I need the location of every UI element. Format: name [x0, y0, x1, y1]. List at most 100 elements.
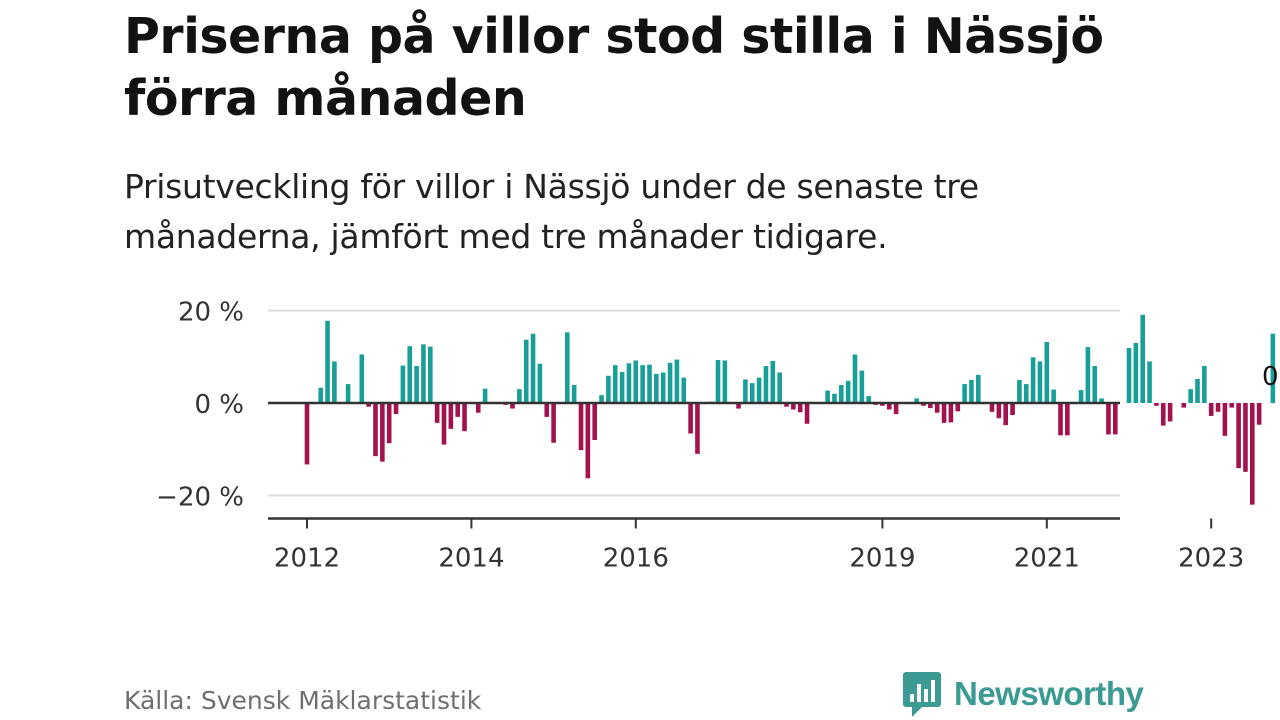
bar — [1154, 403, 1159, 406]
bar — [1010, 403, 1015, 416]
bar — [736, 403, 741, 409]
bar — [1208, 403, 1214, 416]
bar — [1195, 378, 1200, 403]
bar — [304, 403, 310, 465]
brand[interactable]: Newsworthy — [902, 670, 1144, 718]
bar — [1236, 403, 1241, 469]
bar — [455, 403, 460, 417]
bar — [537, 363, 543, 403]
bar — [660, 372, 666, 403]
bar — [962, 384, 967, 403]
bar — [955, 403, 961, 412]
bar-chart: 20 % 0 % −20 % 2012 2014 2016 2019 2021 2023 0 % — [156, 298, 1280, 574]
bar — [373, 403, 378, 457]
bar — [1256, 403, 1262, 425]
bar — [886, 403, 892, 410]
bar — [921, 403, 926, 406]
bar — [523, 339, 529, 403]
bar — [462, 403, 467, 432]
bar — [839, 384, 844, 403]
bar — [797, 403, 803, 413]
bar — [1188, 389, 1193, 403]
bar — [948, 403, 954, 423]
bar — [421, 344, 426, 403]
latest-value-label: 0 % — [1262, 362, 1280, 392]
bar — [592, 403, 597, 440]
bar — [893, 403, 899, 415]
bar — [1037, 361, 1043, 403]
bar — [941, 403, 947, 423]
x-tick-label: 2012 — [274, 544, 340, 574]
bar — [777, 372, 782, 403]
bar — [400, 365, 406, 403]
bar — [715, 360, 721, 403]
bar — [756, 377, 762, 403]
bar — [318, 387, 323, 403]
bar — [1270, 333, 1276, 403]
y-tick-label: −20 % — [156, 482, 244, 512]
bar — [414, 366, 419, 403]
bar — [612, 365, 618, 403]
chart-subtitle: Prisutveckling för villor i Nässjö under… — [124, 167, 979, 256]
bar — [749, 383, 755, 403]
bar — [619, 372, 625, 403]
bar — [1065, 403, 1070, 436]
bar — [626, 363, 632, 403]
bar — [770, 360, 776, 403]
bar — [722, 360, 728, 403]
bar — [743, 379, 748, 403]
bar — [791, 403, 796, 410]
bar — [640, 365, 645, 403]
bar — [688, 403, 693, 434]
source-note: Källa: Svensk Mäklarstatistik — [124, 686, 482, 715]
bar — [1044, 342, 1050, 403]
bar — [359, 354, 365, 403]
bar — [448, 403, 454, 429]
bar — [407, 346, 413, 403]
bar — [1140, 314, 1145, 403]
bar — [989, 403, 995, 412]
bar — [784, 403, 789, 407]
x-tick-label: 2014 — [438, 544, 504, 574]
bar — [380, 403, 385, 462]
bar — [1085, 347, 1091, 403]
bar — [976, 374, 981, 403]
bar — [825, 390, 830, 403]
bar — [393, 403, 399, 415]
bar — [969, 379, 974, 403]
bar — [366, 403, 371, 407]
bar — [1092, 366, 1098, 403]
bar — [530, 333, 536, 403]
bar — [674, 359, 680, 403]
bar — [914, 398, 919, 403]
bar — [1133, 342, 1139, 403]
bar — [633, 360, 639, 403]
bar — [578, 403, 584, 451]
bar — [647, 364, 652, 403]
bar — [1113, 403, 1118, 435]
bar — [1250, 403, 1255, 505]
bar — [599, 395, 604, 403]
bar — [1023, 384, 1029, 403]
bar — [606, 375, 611, 403]
bar — [428, 346, 433, 403]
bar — [1051, 389, 1056, 403]
chart-title: Priserna på villor stod stilla i Nässjö … — [124, 8, 1104, 127]
bar — [667, 362, 673, 403]
y-tick-label: 0 % — [194, 390, 244, 420]
x-tick-label: 2021 — [1014, 544, 1080, 574]
bar — [585, 403, 591, 479]
bar — [434, 403, 440, 423]
bar — [1017, 379, 1022, 403]
x-tick-label: 2016 — [603, 544, 669, 574]
bar — [695, 403, 700, 454]
bar — [996, 403, 1002, 419]
bar — [681, 377, 687, 403]
bar — [1167, 403, 1173, 422]
bar — [1147, 361, 1152, 403]
bar — [1202, 366, 1207, 403]
bar — [517, 389, 522, 403]
bar — [1099, 398, 1104, 403]
bar — [1030, 357, 1036, 403]
y-tick-label: 20 % — [178, 298, 244, 328]
